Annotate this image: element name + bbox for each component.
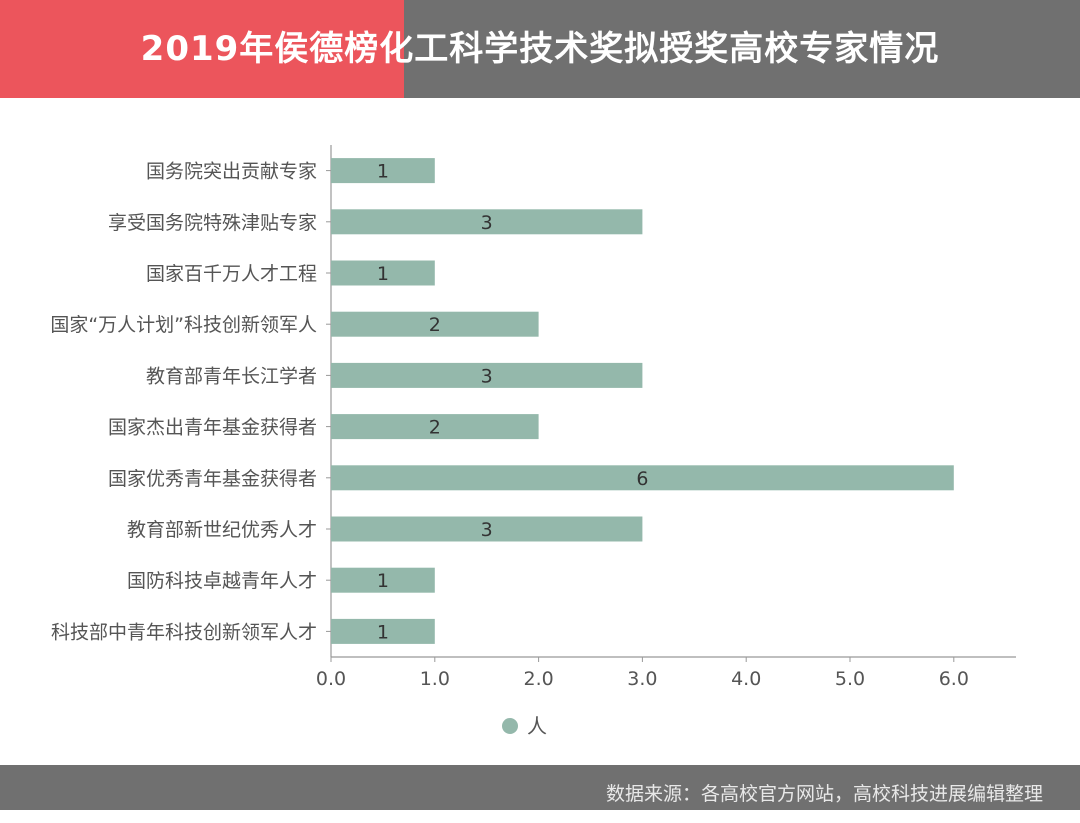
x-tick-label: 1.0 <box>420 668 450 690</box>
footer-band: 数据来源：各高校官方网站，高校科技进展编辑整理 <box>0 765 1080 810</box>
data-label: 1 <box>377 621 389 643</box>
bar <box>331 516 643 542</box>
bar <box>331 465 954 491</box>
bar <box>331 567 435 593</box>
category-label: 国家“万人计划”科技创新领军人 <box>50 314 317 336</box>
data-label: 3 <box>481 212 493 234</box>
data-source-note: 数据来源：各高校官方网站，高校科技进展编辑整理 <box>605 783 1043 805</box>
category-label: 国家百千万人才工程 <box>146 263 317 285</box>
category-label: 教育部新世纪优秀人才 <box>127 519 317 541</box>
category-label: 教育部青年长江学者 <box>146 365 317 387</box>
category-label: 享受国务院特殊津贴专家 <box>108 212 317 234</box>
category-label: 国家优秀青年基金获得者 <box>108 468 317 490</box>
x-tick-label: 0.0 <box>316 668 346 690</box>
category-label: 科技部中青年科技创新领军人才 <box>51 621 317 643</box>
category-label: 国家杰出青年基金获得者 <box>108 417 317 439</box>
data-label: 2 <box>429 417 441 439</box>
x-tick-label: 3.0 <box>627 668 657 690</box>
data-label: 1 <box>377 263 389 285</box>
x-tick-label: 2.0 <box>523 668 553 690</box>
x-tick-label: 6.0 <box>939 668 969 690</box>
data-label: 6 <box>636 468 648 490</box>
title-accent-block <box>0 0 404 98</box>
bar <box>331 209 643 235</box>
category-label: 国务院突出贡献专家 <box>146 161 317 183</box>
bar <box>331 158 435 184</box>
data-label: 3 <box>481 365 493 387</box>
x-tick-label: 4.0 <box>731 668 761 690</box>
data-label: 2 <box>429 314 441 336</box>
title-banner: 2019年侯德榜化工科学技术奖拟授奖高校专家情况 <box>0 0 1080 98</box>
legend-marker <box>502 718 518 734</box>
data-label: 1 <box>377 161 389 183</box>
data-label: 1 <box>377 570 389 592</box>
bar-chart: 0.0 1.0 2.0 3.0 4.0 5.0 6.0 国务院突出贡献专家 1 享受国务院特殊津贴… <box>50 145 1016 738</box>
x-tick-label: 5.0 <box>835 668 865 690</box>
category-label: 国防科技卓越青年人才 <box>127 570 317 592</box>
bar <box>331 618 435 644</box>
bar <box>331 414 539 440</box>
bar <box>331 362 643 388</box>
data-label: 3 <box>481 519 493 541</box>
bar <box>331 311 539 337</box>
bar <box>331 260 435 286</box>
page-title: 2019年侯德榜化工科学技术奖拟授奖高校专家情况 <box>140 29 940 69</box>
legend-label: 人 <box>527 714 547 738</box>
